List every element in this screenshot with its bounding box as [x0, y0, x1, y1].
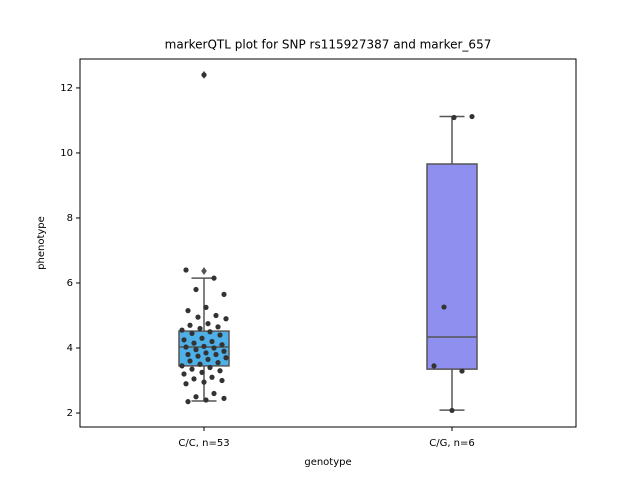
point — [203, 350, 209, 356]
point — [185, 399, 191, 405]
point — [187, 322, 193, 328]
point — [183, 381, 189, 387]
point — [217, 332, 223, 338]
y-tick-label: 8 — [67, 213, 73, 224]
point — [219, 342, 225, 348]
y-tick-label: 12 — [60, 83, 73, 94]
point — [197, 325, 203, 332]
point — [451, 114, 457, 121]
point — [191, 376, 197, 382]
point — [205, 356, 211, 362]
point — [193, 347, 199, 353]
point — [199, 335, 205, 341]
point — [205, 321, 211, 327]
point — [179, 327, 185, 333]
plot-frame — [79, 58, 577, 428]
point — [183, 344, 189, 350]
point — [195, 314, 201, 320]
chart-title: markerQTL plot for SNP rs115927387 and m… — [165, 38, 492, 52]
point — [449, 407, 455, 414]
y-tick-label: 4 — [67, 343, 73, 354]
x-tick-label: C/C, n=53 — [178, 438, 229, 449]
point — [219, 377, 225, 384]
y-axis-label: phenotype — [36, 216, 47, 270]
point — [213, 351, 219, 358]
point — [441, 304, 447, 310]
y-tick-label: 2 — [67, 408, 73, 419]
x-axis-label: genotype — [304, 457, 351, 468]
point — [211, 275, 217, 281]
point — [207, 329, 213, 335]
point — [209, 374, 215, 380]
point — [195, 353, 201, 359]
point — [193, 286, 199, 293]
point — [181, 337, 187, 343]
point — [211, 390, 217, 397]
point — [181, 371, 187, 377]
point — [199, 369, 205, 375]
point — [193, 394, 199, 400]
point — [215, 324, 221, 330]
point — [211, 345, 217, 351]
point — [431, 363, 437, 369]
point — [203, 304, 209, 310]
y-tick-label: 10 — [60, 148, 73, 159]
point — [203, 397, 209, 403]
point — [207, 364, 213, 371]
point — [185, 308, 191, 314]
point — [469, 113, 475, 120]
box — [426, 163, 478, 370]
point — [187, 358, 193, 364]
point — [221, 348, 227, 354]
point — [201, 343, 207, 349]
point — [223, 355, 229, 361]
point — [213, 312, 219, 319]
point — [217, 368, 223, 374]
point — [201, 379, 207, 385]
point — [459, 368, 465, 374]
point — [189, 366, 195, 372]
y-tick-label: 6 — [67, 278, 73, 289]
point — [223, 316, 229, 322]
point — [191, 340, 197, 346]
flier — [201, 266, 207, 275]
point — [197, 361, 203, 367]
point — [221, 291, 227, 297]
point — [209, 338, 215, 345]
x-tick-label: C/G, n=6 — [429, 438, 475, 449]
point — [201, 72, 207, 78]
point — [215, 360, 221, 366]
point — [221, 395, 227, 401]
point — [179, 363, 185, 369]
point — [185, 351, 191, 358]
point — [189, 330, 195, 336]
point — [183, 267, 189, 273]
